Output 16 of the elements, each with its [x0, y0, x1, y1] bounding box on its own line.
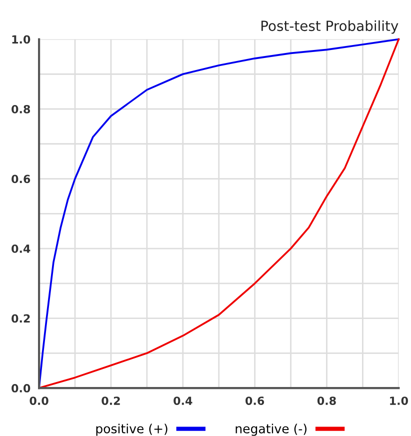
- x-tick-label: 0.6: [246, 396, 264, 405]
- chart-title: Post-test Probability: [261, 20, 398, 34]
- x-tick-label: 0.0: [30, 396, 48, 405]
- y-tick-label: 0.0: [12, 384, 30, 392]
- y-tick-label: 0.8: [12, 104, 30, 114]
- y-tick-label: 0.4: [12, 244, 30, 253]
- y-tick-label: 1.0: [12, 35, 30, 44]
- y-tick-label: 0.6: [12, 174, 30, 184]
- legend-label: negative (-): [236, 424, 306, 436]
- legend-label: positive (+): [96, 424, 168, 436]
- x-tick-label: 0.8: [317, 396, 336, 405]
- line-series: [38, 38, 400, 389]
- x-tick-label: 0.2: [102, 396, 120, 405]
- y-tick-label: 0.2: [12, 314, 30, 323]
- x-tick-label: 0.4: [174, 396, 192, 405]
- x-tick-label: 1.0: [390, 396, 408, 405]
